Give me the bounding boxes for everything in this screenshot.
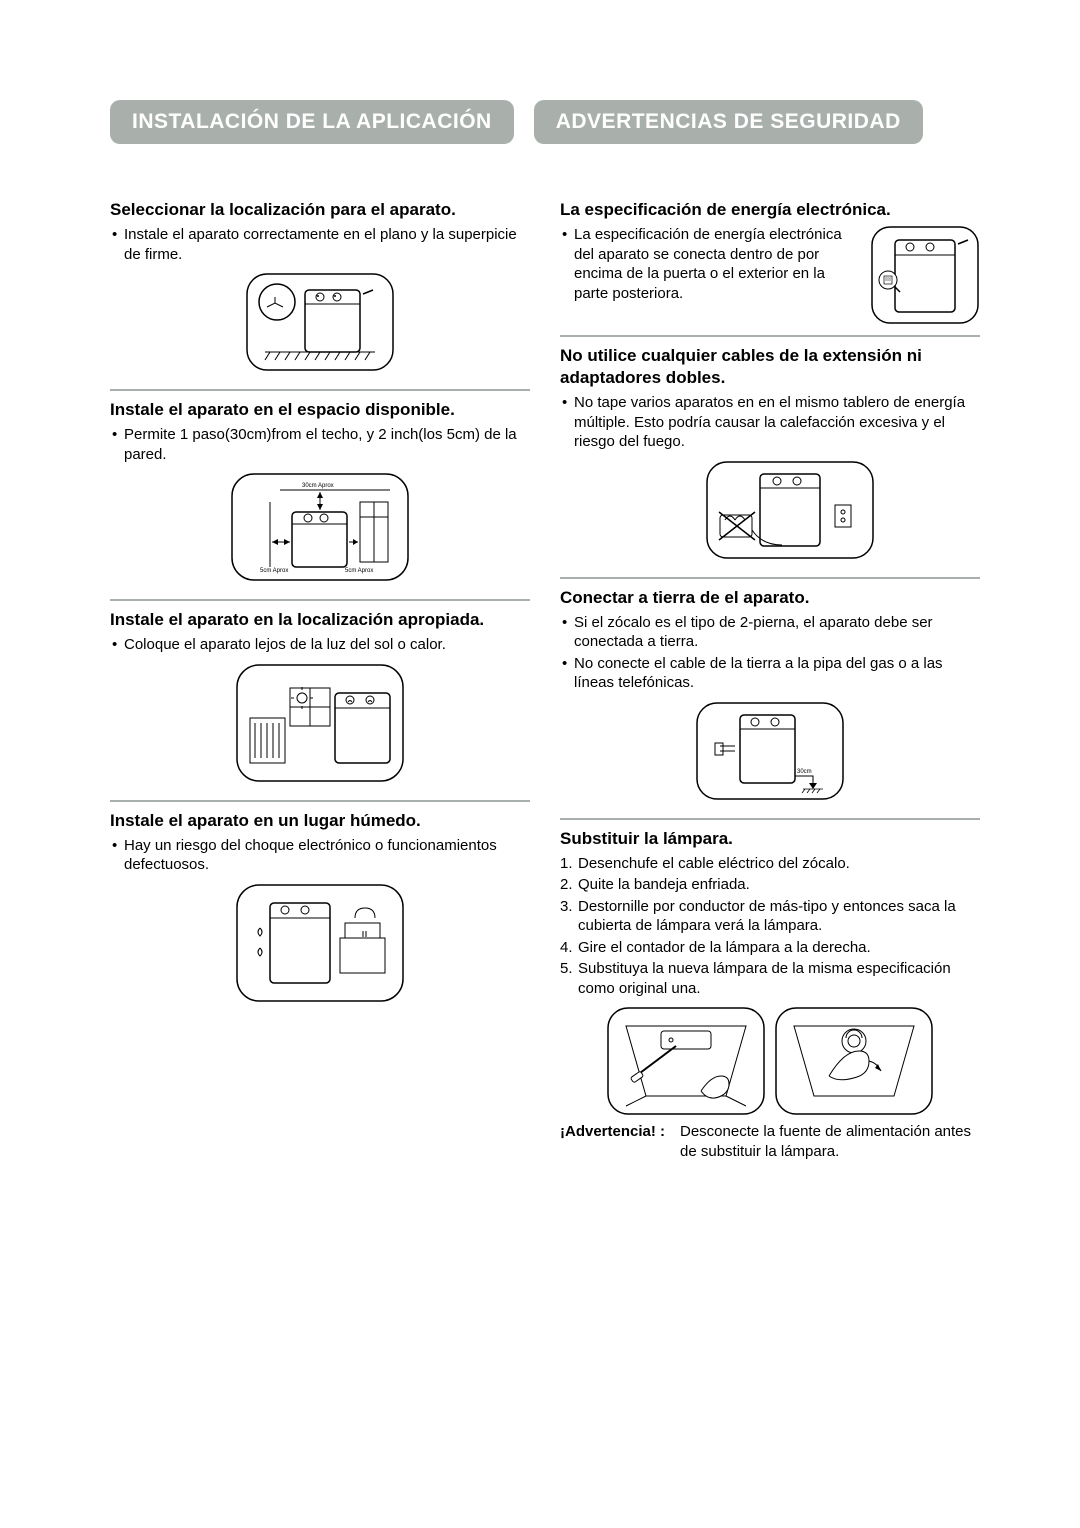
illustration-no-extension xyxy=(705,460,875,560)
step-item: 5.Substituya la nueva lámpara de la mism… xyxy=(560,959,980,998)
separator xyxy=(110,800,530,802)
section-location: Seleccionar la localización para el apar… xyxy=(110,199,530,377)
warning-label: ¡Advertencia! : xyxy=(560,1122,665,1142)
separator xyxy=(560,335,980,337)
illustration-energy-label xyxy=(870,225,980,325)
section-energy-spec: La especificación de energía electrónica… xyxy=(560,199,980,325)
svg-text:5cm Aprox: 5cm Aprox xyxy=(260,568,288,574)
section-title: Instale el aparato en la localización ap… xyxy=(110,609,530,631)
header-pill-right: ADVERTENCIAS DE SEGURIDAD xyxy=(534,100,923,144)
separator xyxy=(110,599,530,601)
step-item: 3.Destornille por conductor de más-tipo … xyxy=(560,897,980,936)
bullet-item: Si el zócalo es el tipo de 2-pierna, el … xyxy=(560,613,980,652)
step-item: 4.Gire el contador de la lámpara a la de… xyxy=(560,938,980,958)
section-space: Instale el aparato en el espacio disponi… xyxy=(110,399,530,587)
bullet-item: No tape varios aparatos en en el mismo t… xyxy=(560,393,980,452)
illustration-ground: 30cm xyxy=(695,701,845,801)
left-column: Seleccionar la localización para el apar… xyxy=(110,199,530,1171)
bullet-item: Hay un riesgo del choque electrónico o f… xyxy=(110,836,530,875)
illustration-firm-surface xyxy=(245,272,395,372)
right-column: La especificación de energía electrónica… xyxy=(560,199,980,1171)
svg-text:5cm Aprox: 5cm Aprox xyxy=(345,568,373,574)
illustration-humid xyxy=(235,883,405,1003)
svg-text:30cm: 30cm xyxy=(797,769,812,775)
illustration-away-from-heat xyxy=(235,663,405,783)
step-item: 2.Quite la bandeja enfriada. xyxy=(560,875,980,895)
section-title: Instale el aparato en el espacio disponi… xyxy=(110,399,530,421)
bullet-item: La especificación de energía electrónica… xyxy=(560,225,862,303)
illustration-lamp-step-b xyxy=(774,1006,934,1116)
separator xyxy=(110,389,530,391)
illustration-lamp-step-a xyxy=(606,1006,766,1116)
illustration-clearance: 30cm Aprox 5cm Aprox 5cm Aprox xyxy=(230,472,410,582)
section-title: Substituir la lámpara. xyxy=(560,828,980,850)
section-no-extension: No utilice cualquier cables de la extens… xyxy=(560,345,980,565)
section-humid: Instale el aparato en un lugar húmedo. H… xyxy=(110,810,530,1008)
bullet-item: No conecte el cable de la tierra a la pi… xyxy=(560,654,980,693)
warning-text: Desconecte la fuente de alimentación ant… xyxy=(680,1123,971,1160)
section-title: Conectar a tierra de el aparato. xyxy=(560,587,980,609)
svg-text:30cm Aprox: 30cm Aprox xyxy=(302,483,334,489)
step-item: 1.Desenchufe el cable eléctrico del zóca… xyxy=(560,854,980,874)
header-pill-left: INSTALACIÓN DE LA APLICACIÓN xyxy=(110,100,514,144)
section-title: La especificación de energía electrónica… xyxy=(560,199,980,221)
bullet-item: Instale el aparato correctamente en el p… xyxy=(110,225,530,264)
warning-note: ¡Advertencia! : Desconecte la fuente de … xyxy=(560,1122,980,1161)
section-title: Instale el aparato en un lugar húmedo. xyxy=(110,810,530,832)
section-title: No utilice cualquier cables de la extens… xyxy=(560,345,980,389)
section-lamp: Substituir la lámpara. 1.Desenchufe el c… xyxy=(560,828,980,1162)
section-appropriate-location: Instale el aparato en la localización ap… xyxy=(110,609,530,788)
bullet-item: Coloque el aparato lejos de la luz del s… xyxy=(110,635,530,655)
section-title: Seleccionar la localización para el apar… xyxy=(110,199,530,221)
section-ground: Conectar a tierra de el aparato. Si el z… xyxy=(560,587,980,806)
bullet-item: Permite 1 paso(30cm)from el techo, y 2 i… xyxy=(110,425,530,464)
separator xyxy=(560,577,980,579)
separator xyxy=(560,818,980,820)
